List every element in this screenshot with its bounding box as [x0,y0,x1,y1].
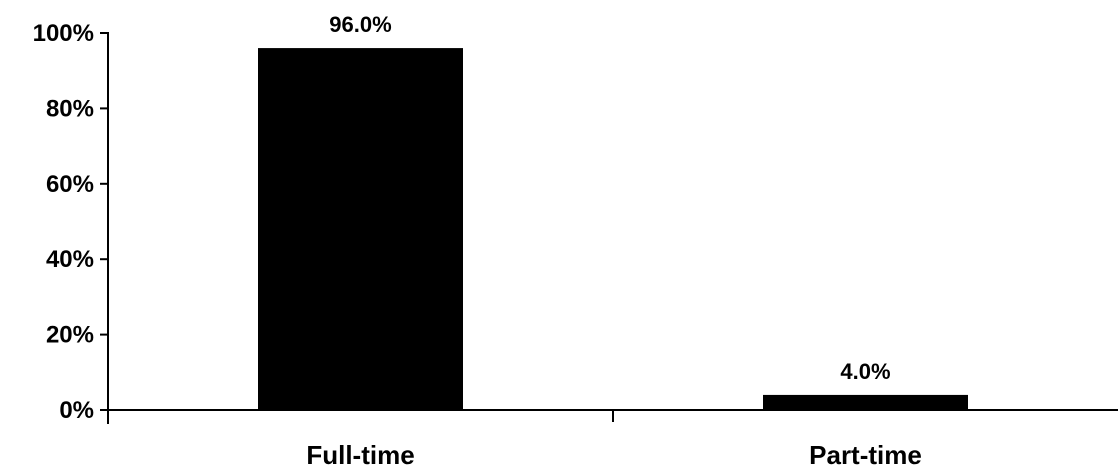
y-tick-label: 80% [46,95,94,122]
bars [258,48,968,410]
y-tick-label: 60% [46,171,94,198]
y-tick-label: 0% [59,397,94,424]
bar-full-time [258,48,463,410]
y-axis-ticks: 0% 20% 40% 60% 80% 100% [33,20,614,424]
bar-part-time [763,394,968,410]
x-category-label: Part-time [809,440,922,470]
y-tick-label: 20% [46,322,94,349]
x-axis-categories: Full-time Part-time [306,440,922,470]
data-labels: 96.0% 4.0% [329,12,890,384]
data-label: 96.0% [329,12,391,37]
y-tick-label: 40% [46,246,94,273]
y-tick-label: 100% [33,20,94,47]
x-category-label: Full-time [306,440,414,470]
data-label: 4.0% [840,359,890,384]
